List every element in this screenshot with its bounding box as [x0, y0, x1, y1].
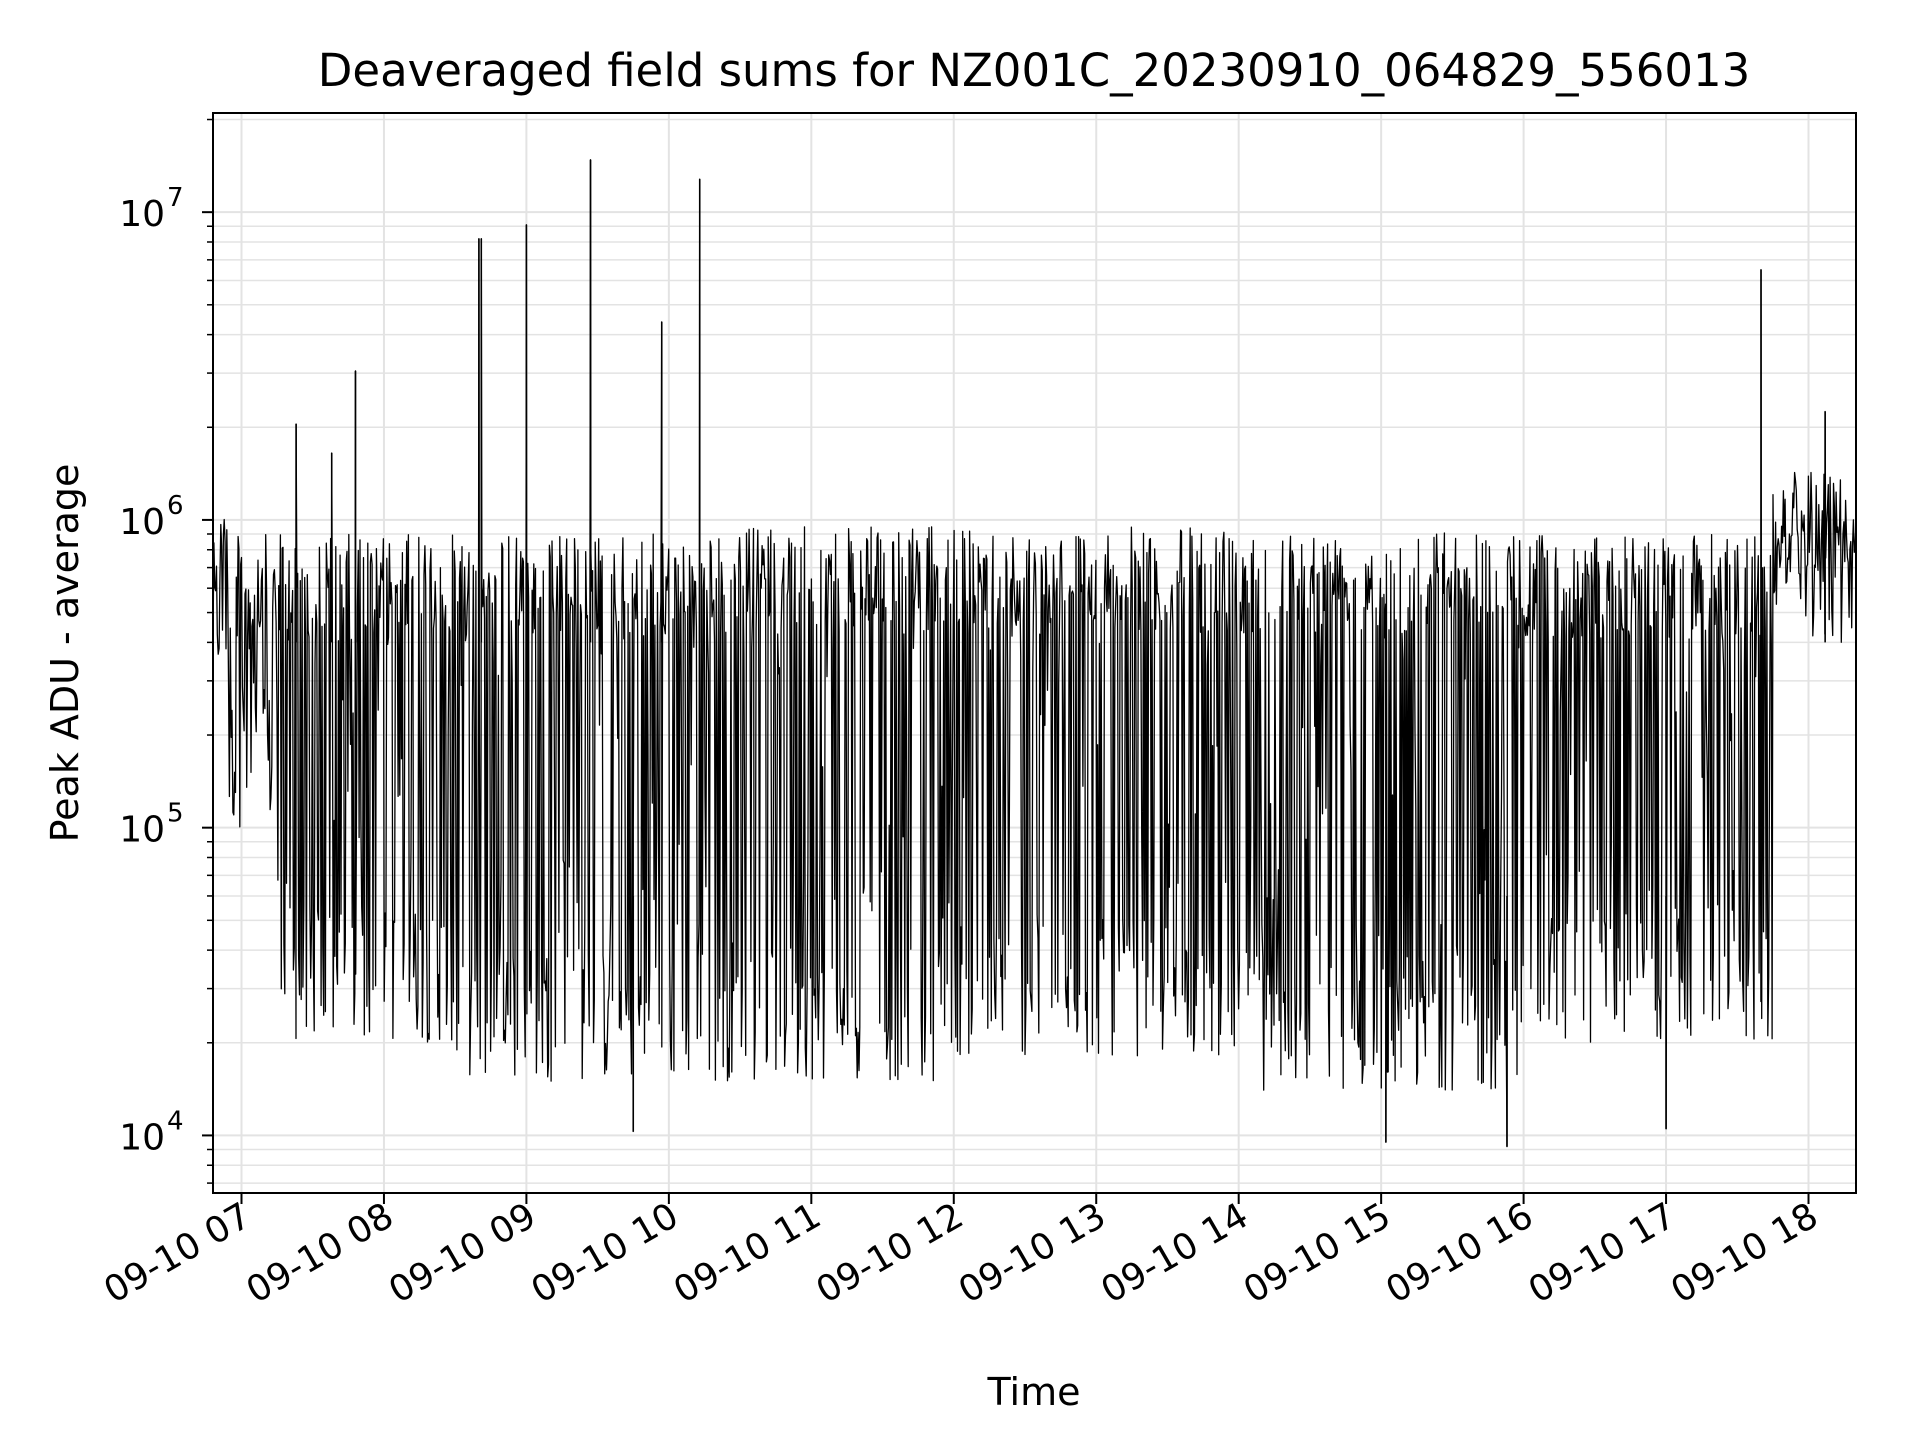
series: [212, 159, 1857, 1148]
y-tick-exponent: 5: [167, 799, 184, 829]
y-tick-label: 10: [119, 502, 165, 543]
y-tick-label: 10: [119, 1117, 165, 1158]
chart-title: Deaveraged field sums for NZ001C_2023091…: [318, 44, 1750, 97]
plot-frame: [212, 112, 1857, 1194]
y-tick-exponent: 7: [167, 183, 184, 213]
y-tick-exponent: 4: [167, 1106, 184, 1136]
x-axis-label: Time: [987, 1370, 1081, 1414]
y-tick-exponent: 6: [167, 491, 184, 521]
y-tick-label: 10: [119, 810, 165, 851]
y-axis-label: Peak ADU - average: [43, 464, 87, 843]
series-line: [212, 159, 1857, 1148]
y-tick-label: 10: [119, 194, 165, 235]
